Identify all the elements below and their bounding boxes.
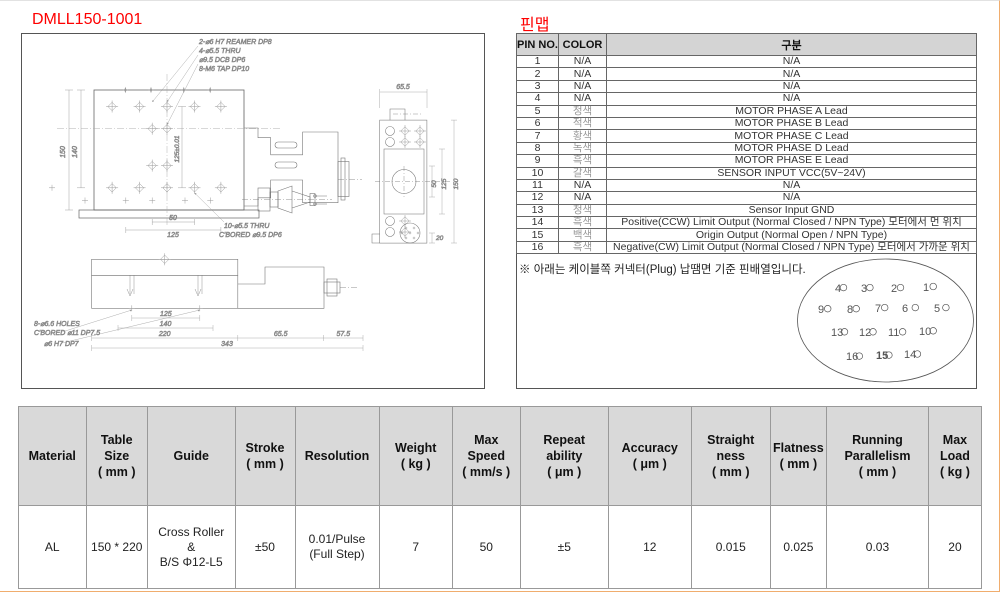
svg-text:2: 2 [891, 283, 897, 295]
svg-text:150: 150 [453, 178, 460, 189]
svg-text:50: 50 [169, 215, 177, 222]
svg-text:5: 5 [934, 303, 940, 315]
svg-text:10-⌀5.5 THRU: 10-⌀5.5 THRU [224, 223, 270, 230]
svg-text:150: 150 [60, 146, 67, 158]
svg-text:140: 140 [72, 146, 79, 158]
svg-text:9: 9 [818, 304, 824, 316]
svg-text:65.5: 65.5 [274, 331, 288, 338]
svg-text:4-⌀5.5 THRU: 4-⌀5.5 THRU [199, 48, 242, 55]
svg-text:343: 343 [221, 341, 233, 348]
svg-text:50: 50 [431, 180, 438, 188]
svg-text:8: 8 [847, 304, 853, 316]
svg-text:125: 125 [160, 311, 172, 318]
svg-text:12: 12 [859, 327, 871, 339]
svg-text:6: 6 [902, 303, 908, 315]
svg-text:8-M6 TAP DP10: 8-M6 TAP DP10 [199, 66, 249, 73]
svg-text:8-⌀6.6 HOLES: 8-⌀6.6 HOLES [34, 321, 80, 328]
svg-text:125: 125 [167, 232, 179, 239]
svg-text:15: 15 [876, 350, 888, 362]
svg-text:65.5: 65.5 [396, 84, 410, 91]
svg-text:10: 10 [919, 326, 931, 338]
svg-text:140: 140 [160, 321, 172, 328]
svg-text:220: 220 [158, 331, 171, 338]
svg-text:57.5: 57.5 [336, 331, 350, 338]
svg-text:7: 7 [875, 303, 881, 315]
svg-text:2-⌀6 H7 REAMER DP8: 2-⌀6 H7 REAMER DP8 [198, 39, 272, 46]
svg-text:C'BORED ⌀11 DP7.5: C'BORED ⌀11 DP7.5 [34, 330, 100, 337]
svg-text:⌀9.5 DCB DP6: ⌀9.5 DCB DP6 [199, 57, 245, 64]
svg-text:C'BORED ⌀9.5 DP6: C'BORED ⌀9.5 DP6 [219, 232, 282, 239]
svg-text:125: 125 [441, 178, 448, 189]
svg-text:1: 1 [923, 282, 929, 294]
svg-text:20: 20 [435, 235, 444, 242]
svg-text:⌀6 H7 DP7: ⌀6 H7 DP7 [44, 341, 80, 348]
svg-text:11: 11 [888, 327, 899, 339]
svg-text:125±0.01: 125±0.01 [174, 135, 181, 162]
svg-text:3: 3 [861, 283, 867, 295]
